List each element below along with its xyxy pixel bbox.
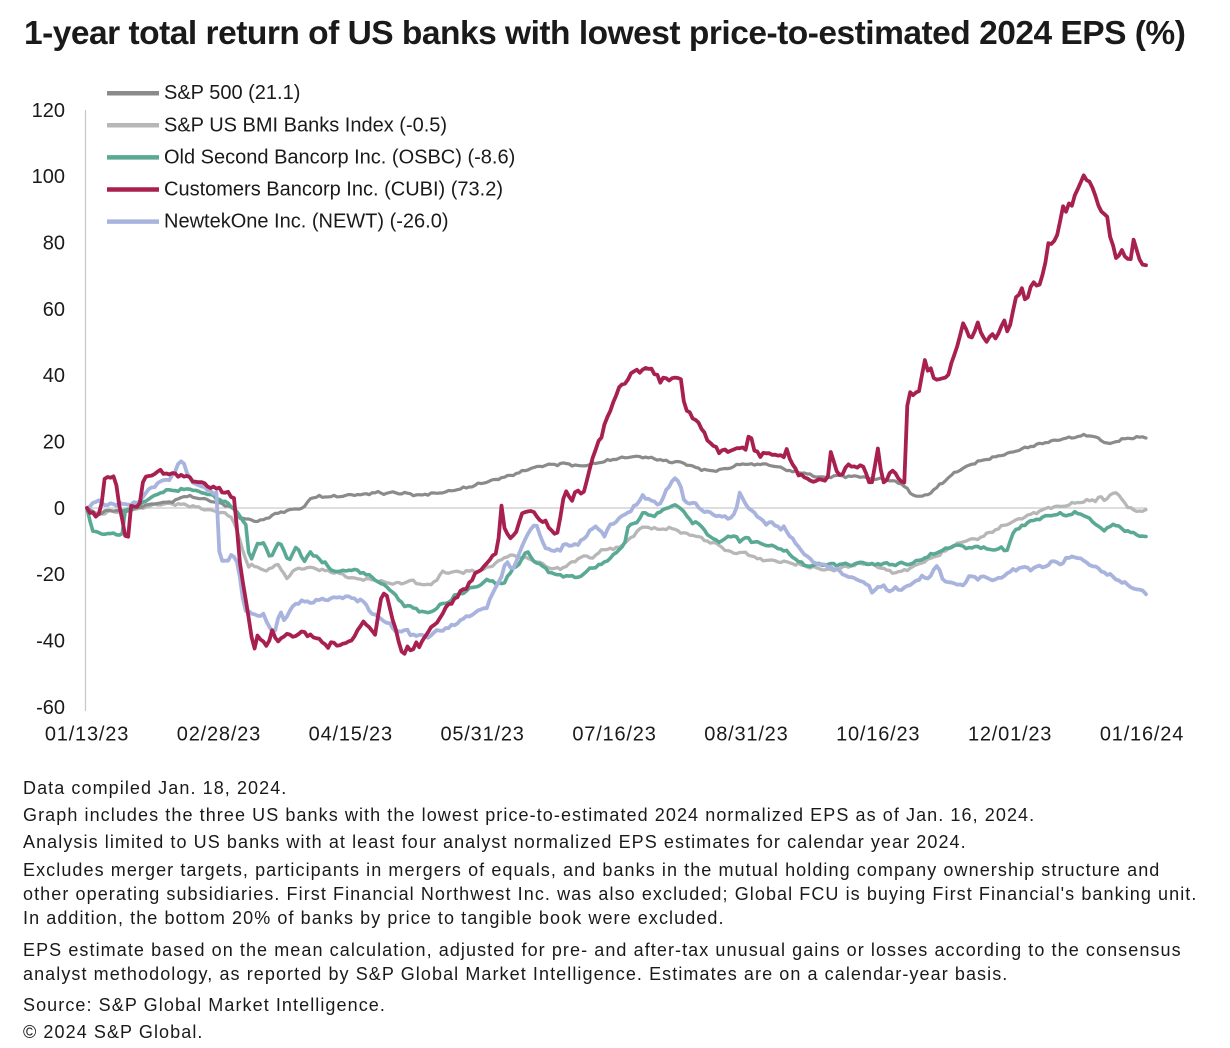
svg-text:-20: -20 bbox=[36, 564, 65, 586]
svg-text:60: 60 bbox=[43, 299, 65, 321]
svg-text:Customers Bancorp Inc. (CUBI): Customers Bancorp Inc. (CUBI) (73.2) bbox=[164, 179, 503, 201]
svg-text:-60: -60 bbox=[36, 697, 65, 719]
svg-text:NewtekOne Inc. (NEWT) (-26.0): NewtekOne Inc. (NEWT) (-26.0) bbox=[164, 211, 449, 233]
svg-text:20: 20 bbox=[43, 432, 65, 454]
svg-text:S&P 500 (21.1): S&P 500 (21.1) bbox=[164, 82, 300, 104]
svg-text:08/31/23: 08/31/23 bbox=[704, 724, 788, 746]
svg-text:40: 40 bbox=[43, 365, 65, 387]
svg-text:10/16/23: 10/16/23 bbox=[836, 724, 920, 746]
svg-text:04/15/23: 04/15/23 bbox=[309, 724, 393, 746]
svg-text:02/28/23: 02/28/23 bbox=[177, 724, 261, 746]
svg-text:05/31/23: 05/31/23 bbox=[440, 724, 524, 746]
svg-text:01/16/24: 01/16/24 bbox=[1100, 724, 1184, 746]
svg-text:Old Second Bancorp Inc. (OSBC): Old Second Bancorp Inc. (OSBC) (-8.6) bbox=[164, 146, 515, 168]
svg-text:12/01/23: 12/01/23 bbox=[968, 724, 1052, 746]
svg-text:100: 100 bbox=[32, 166, 65, 188]
svg-text:120: 120 bbox=[32, 100, 65, 122]
svg-text:-40: -40 bbox=[36, 631, 65, 653]
svg-text:07/16/23: 07/16/23 bbox=[572, 724, 656, 746]
svg-text:80: 80 bbox=[43, 233, 65, 255]
svg-text:0: 0 bbox=[54, 498, 65, 520]
svg-text:S&P US BMI Banks Index (-0.5): S&P US BMI Banks Index (-0.5) bbox=[164, 114, 447, 136]
svg-text:01/13/23: 01/13/23 bbox=[45, 724, 129, 746]
